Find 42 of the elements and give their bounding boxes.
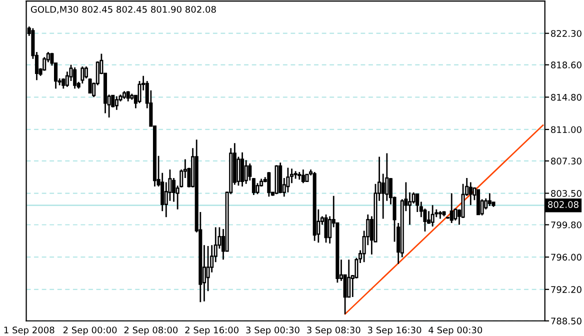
y-tick-label: 792.20	[551, 286, 582, 293]
x-tick-label: 3 Sep 00:30	[246, 326, 300, 336]
x-tick-label: 2 Sep 08:00	[124, 326, 178, 336]
candlestick	[278, 162, 282, 194]
y-tick-label: 803.50	[551, 190, 582, 197]
candlestick	[126, 90, 130, 102]
candlestick	[286, 167, 290, 194]
candlestick	[450, 192, 454, 224]
y-tick-label: 818.60	[551, 62, 582, 68]
candlestick	[80, 66, 84, 84]
candlestick	[488, 192, 492, 207]
candlestick	[267, 171, 271, 198]
y-tick-label: 796.00	[551, 254, 582, 261]
candlestick	[114, 96, 118, 111]
x-tick-label: 4 Sep 00:30	[428, 326, 482, 336]
x-tick-label: 2 Sep 00:00	[63, 326, 117, 336]
y-tick-label: 822.30	[551, 30, 582, 37]
candlestick	[84, 66, 88, 80]
y-tick-label: 788.50	[551, 318, 582, 324]
x-tick-label: 3 Sep 08:30	[307, 326, 360, 336]
chart-title: GOLD,M30 802.45 802.45 801.90 802.08	[30, 6, 216, 14]
x-tick-label: 1 Sep 2008	[4, 326, 54, 336]
candlestick	[416, 193, 420, 213]
candlestick	[468, 182, 472, 206]
candlestick	[240, 152, 244, 188]
y-tick-label: 814.80	[551, 94, 582, 101]
candlestick	[430, 204, 434, 228]
candlestick	[73, 66, 77, 90]
candlestick	[312, 171, 316, 242]
x-tick-label: 2 Sep 16:00	[185, 326, 238, 336]
candlestick	[298, 171, 302, 180]
candlestick	[438, 210, 442, 220]
ref-line-label: 802.08	[548, 201, 578, 208]
y-tick-label: 799.80	[551, 221, 582, 228]
candlestick	[122, 90, 126, 100]
candlestick	[130, 93, 134, 100]
candlestick	[244, 159, 248, 185]
candlestick	[294, 170, 298, 180]
candlestick	[301, 168, 305, 184]
x-tick-label: 3 Sep 16:30	[368, 326, 422, 336]
y-tick-label: 807.30	[551, 158, 582, 164]
y-tick-label: 811.00	[551, 126, 582, 134]
